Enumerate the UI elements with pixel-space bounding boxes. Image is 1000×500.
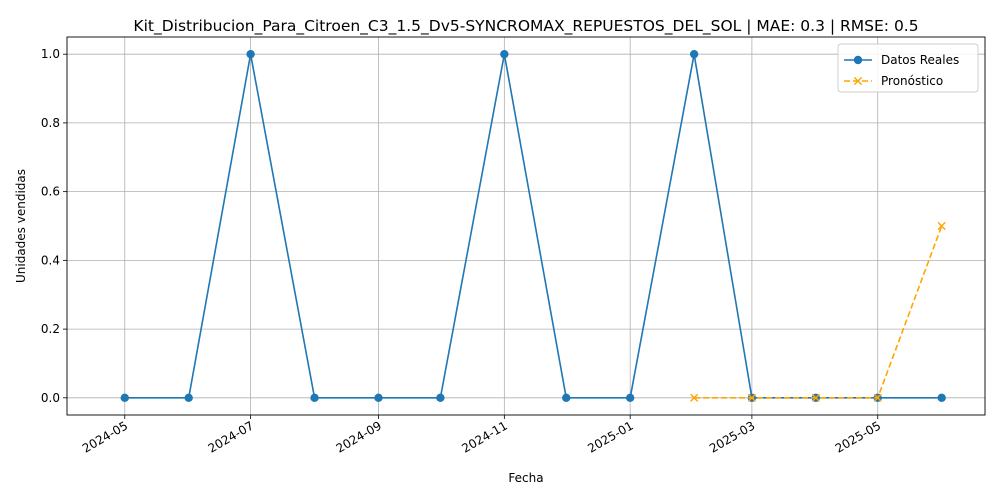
x-tick-label: 2024-07 <box>206 418 256 455</box>
y-tick-label: 0.6 <box>41 185 60 199</box>
y-tick-label: 0.2 <box>41 322 60 336</box>
data-point-actual <box>500 49 509 59</box>
x-tick-label: 2025-05 <box>833 418 883 455</box>
series-line-forecast <box>694 225 943 399</box>
data-point-actual <box>689 49 699 59</box>
x-tick-label: 2024-09 <box>334 418 384 455</box>
chart-title: Kit_Distribucion_Para_Citroen_C3_1.5_Dv5… <box>133 17 918 36</box>
legend-label-actual: Datos Reales <box>881 53 959 67</box>
legend-label-forecast: Pronóstico <box>881 74 943 88</box>
data-point-actual <box>374 393 383 403</box>
legend: Datos Reales Pronóstico <box>837 43 979 93</box>
x-axis-ticks: 2024-05 2024-07 2024-09 2024-11 2025-01 2025-… <box>80 415 883 456</box>
plot-frame <box>66 36 986 416</box>
y-tick-label: 0.4 <box>41 253 60 267</box>
data-point-forecast <box>873 393 882 402</box>
y-tick-label: 0.0 <box>41 391 60 405</box>
data-point-actual <box>310 393 319 403</box>
legend-box <box>837 43 979 93</box>
x-tick-label: 2025-01 <box>585 418 635 455</box>
data-point-actual <box>436 393 445 403</box>
data-point-actual <box>937 393 946 403</box>
data-point-actual <box>625 393 635 403</box>
legend-marker-actual <box>853 55 863 65</box>
data-point-actual <box>120 393 129 403</box>
x-tick-label: 2024-05 <box>80 418 130 455</box>
data-point-forecast <box>747 393 756 402</box>
legend-marker-forecast <box>853 76 863 86</box>
y-axis-title: Unidades vendidas <box>14 169 28 283</box>
data-point-forecast <box>690 393 699 402</box>
data-point-actual <box>246 49 255 59</box>
series-layer <box>120 49 946 403</box>
y-tick-label: 0.8 <box>41 116 60 130</box>
series-line-actual <box>124 54 942 399</box>
data-point-actual <box>184 393 193 403</box>
data-point-forecast <box>811 393 820 402</box>
data-point-forecast <box>937 221 946 231</box>
grid <box>67 37 985 415</box>
x-tick-label: 2025-03 <box>707 418 757 455</box>
y-tick-label: 1.0 <box>41 47 60 61</box>
x-tick-label: 2024-11 <box>459 418 509 455</box>
x-axis-title: Fecha <box>508 471 543 485</box>
y-axis-ticks: 0.0 0.2 0.4 0.6 0.8 1.0 <box>41 47 67 405</box>
data-point-actual <box>562 393 571 403</box>
